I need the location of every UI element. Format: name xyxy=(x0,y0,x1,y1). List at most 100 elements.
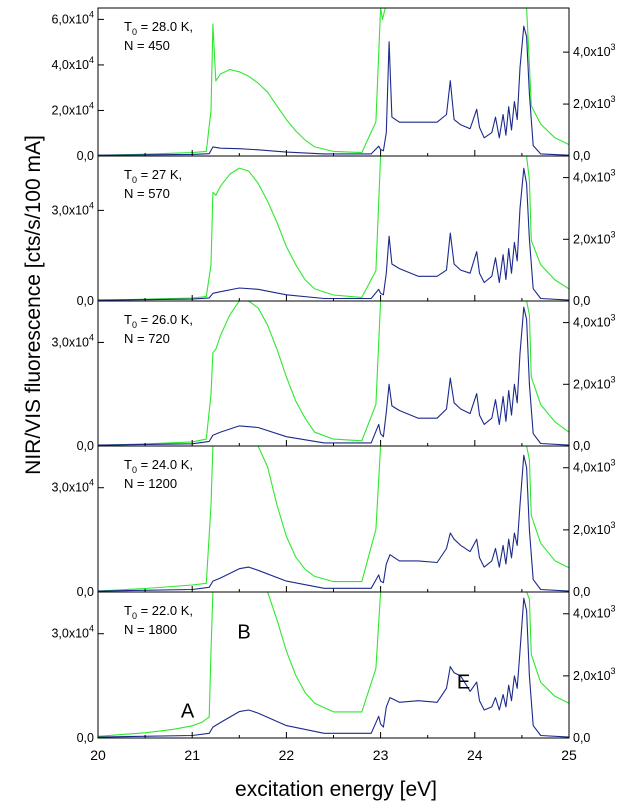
tick-mantissa: 3,0x10 xyxy=(51,335,89,349)
tick-mantissa: 4,0x10 xyxy=(573,45,611,59)
tick-exponent: 3 xyxy=(611,313,616,323)
tick-exponent: 3 xyxy=(611,94,616,104)
panel-temperature: T0 = 24.0 K, xyxy=(124,457,193,475)
blue-line-panel-2 xyxy=(98,167,569,301)
peak-label-A: A xyxy=(181,701,195,723)
left-tick-label: 3,0x104 xyxy=(51,624,94,641)
temperature-value: = 28.0 K, xyxy=(137,19,193,34)
tick-mantissa: 4,0x10 xyxy=(573,316,611,330)
right-tick-label: 4,0x103 xyxy=(573,458,616,475)
tick-mantissa: 0,0 xyxy=(573,439,590,453)
tick-mantissa: 4,0x10 xyxy=(573,607,611,621)
right-tick-label: 0,0 xyxy=(573,439,590,453)
blue-line-panel-5 xyxy=(98,597,569,738)
tick-mantissa: 0,0 xyxy=(77,731,94,745)
temperature-subscript: 0 xyxy=(132,27,137,37)
y-axis-label: NIR/VIS fluorescence [cts/s/100 mA] xyxy=(22,135,45,475)
green-line-panel-5 xyxy=(98,592,569,737)
left-tick-label: 0,0 xyxy=(77,149,94,163)
x-axis-label: excitation energy [eV] xyxy=(235,778,437,801)
right-tick-label: 2,0x103 xyxy=(573,666,616,683)
peak-label-E: E xyxy=(457,671,470,693)
tick-mantissa: 0,0 xyxy=(573,294,590,308)
panel-temperature: T0 = 26.0 K, xyxy=(124,312,193,330)
left-tick-label: 3,0x104 xyxy=(51,200,94,217)
tick-exponent: 4 xyxy=(89,624,94,634)
tick-mantissa: 2,0x10 xyxy=(51,103,89,117)
tick-mantissa: 0,0 xyxy=(77,149,94,163)
temperature-subscript: 0 xyxy=(132,175,137,185)
blue-line-panel-3 xyxy=(98,306,569,446)
tick-exponent: 3 xyxy=(611,666,616,676)
panel-1: 0,02,0x1044,0x1046,0x1040,02,0x1034,0x10… xyxy=(51,7,616,163)
left-tick-label: 3,0x104 xyxy=(51,478,94,495)
tick-exponent: 4 xyxy=(89,100,94,110)
peak-label-B: B xyxy=(237,622,250,644)
tick-mantissa: 4,0x10 xyxy=(51,58,89,72)
tick-exponent: 4 xyxy=(89,332,94,342)
temperature-symbol: T xyxy=(124,457,132,472)
tick-mantissa: 3,0x10 xyxy=(51,481,89,495)
tick-exponent: 4 xyxy=(89,55,94,65)
green-line-panel-2 xyxy=(98,156,569,301)
tick-mantissa: 3,0x10 xyxy=(51,627,89,641)
panel-n-value: N = 450 xyxy=(124,38,170,53)
tick-exponent: 3 xyxy=(611,604,616,614)
plot-area: 0,02,0x1044,0x1046,0x1040,02,0x1034,0x10… xyxy=(51,7,616,745)
tick-mantissa: 4,0x10 xyxy=(573,461,611,475)
right-tick-label: 2,0x103 xyxy=(573,94,616,111)
tick-exponent: 3 xyxy=(611,42,616,52)
tick-exponent: 4 xyxy=(89,200,94,210)
green-line-panel-3 xyxy=(98,301,569,446)
right-tick-label: 4,0x103 xyxy=(573,168,616,185)
right-tick-label: 2,0x103 xyxy=(573,374,616,391)
temperature-subscript: 0 xyxy=(132,465,137,475)
panel-n-value: N = 570 xyxy=(124,186,170,201)
right-tick-label: 4,0x103 xyxy=(573,604,616,621)
tick-exponent: 3 xyxy=(611,374,616,384)
left-tick-label: 3,0x104 xyxy=(51,332,94,349)
panel-n-value: N = 1200 xyxy=(124,476,177,491)
tick-exponent: 3 xyxy=(611,229,616,239)
tick-mantissa: 2,0x10 xyxy=(573,377,611,391)
left-tick-label: 0,0 xyxy=(77,439,94,453)
panel-n-value: N = 720 xyxy=(124,331,170,346)
tick-mantissa: 2,0x10 xyxy=(573,523,611,537)
panel-n-value: N = 1800 xyxy=(124,622,177,637)
x-tick-label: 20 xyxy=(90,747,106,763)
tick-mantissa: 2,0x10 xyxy=(573,97,611,111)
temperature-symbol: T xyxy=(124,167,132,182)
temperature-subscript: 0 xyxy=(132,611,137,621)
tick-exponent: 3 xyxy=(611,458,616,468)
temperature-symbol: T xyxy=(124,19,132,34)
tick-mantissa: 0,0 xyxy=(573,731,590,745)
x-tick-label: 22 xyxy=(279,747,295,763)
right-tick-label: 4,0x103 xyxy=(573,313,616,330)
temperature-value: = 24.0 K, xyxy=(137,457,193,472)
tick-mantissa: 0,0 xyxy=(573,585,590,599)
right-tick-label: 0,0 xyxy=(573,294,590,308)
tick-mantissa: 0,0 xyxy=(77,294,94,308)
left-tick-label: 2,0x104 xyxy=(51,100,94,117)
temperature-value: = 22.0 K, xyxy=(137,603,193,618)
x-tick-label: 24 xyxy=(467,747,483,763)
x-tick-label: 21 xyxy=(184,747,200,763)
tick-exponent: 4 xyxy=(89,478,94,488)
right-tick-label: 0,0 xyxy=(573,585,590,599)
tick-exponent: 3 xyxy=(611,520,616,530)
x-axis: 20 21 22 23 24 25 xyxy=(90,747,577,763)
tick-mantissa: 3,0x10 xyxy=(51,203,89,217)
right-tick-label: 2,0x103 xyxy=(573,520,616,537)
left-tick-label: 4,0x104 xyxy=(51,55,94,72)
tick-mantissa: 2,0x10 xyxy=(573,232,611,246)
tick-mantissa: 6,0x10 xyxy=(51,12,89,26)
tick-exponent: 3 xyxy=(611,168,616,178)
x-tick-label: 25 xyxy=(561,747,577,763)
panel-temperature: T0 = 27 K, xyxy=(124,167,182,185)
temperature-symbol: T xyxy=(124,312,132,327)
